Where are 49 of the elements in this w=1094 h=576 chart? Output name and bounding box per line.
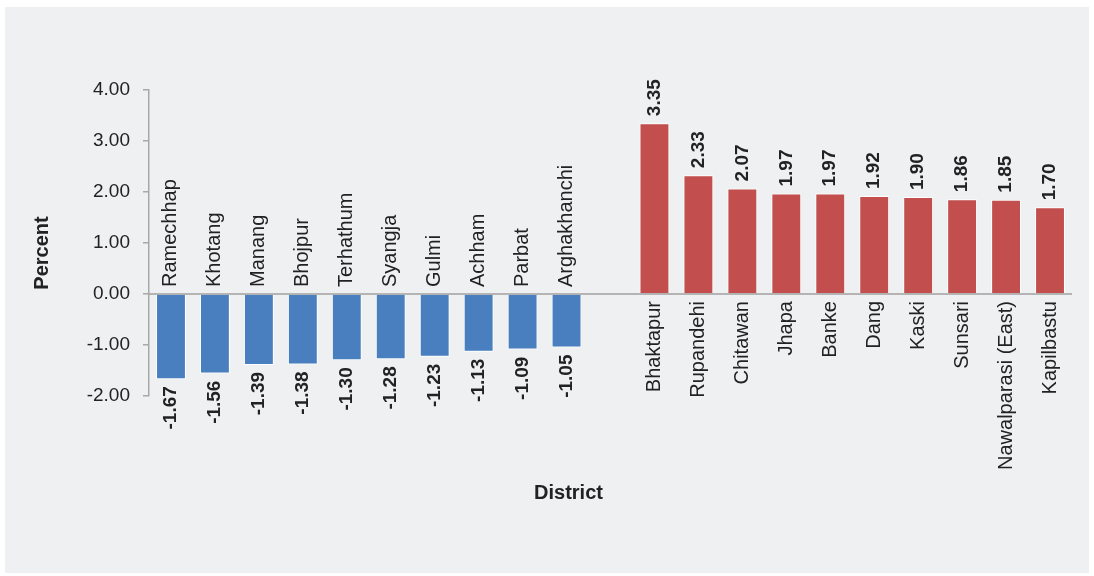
x-tick-label: Kapilbastu: [1037, 301, 1060, 395]
data-label: -1.13: [466, 358, 488, 402]
y-tick-label: 2.00: [93, 180, 130, 202]
x-tick-label: Rupandehi: [685, 301, 708, 398]
y-tick-label: -2.00: [86, 384, 130, 406]
data-label: 1.85: [994, 155, 1016, 193]
x-tick-label: Achham: [466, 213, 489, 287]
y-tick-label: -1.00: [86, 333, 130, 355]
data-label: 1.97: [818, 149, 840, 187]
data-label: -1.30: [335, 367, 357, 411]
x-tick-label: Arghakhanchi: [554, 164, 577, 287]
x-tick-label: Chitawan: [729, 301, 752, 385]
data-label: 1.86: [950, 155, 972, 193]
data-label: 1.97: [774, 149, 796, 187]
y-tick-label: 4.00: [93, 78, 130, 100]
x-tick-label: Bhojpur: [290, 217, 313, 287]
data-label: 2.07: [730, 144, 752, 182]
data-label: 1.90: [906, 153, 928, 191]
y-tick-label: 0.00: [93, 282, 130, 304]
data-label: 2.33: [686, 131, 708, 169]
data-label: -1.23: [422, 363, 444, 408]
x-tick-label: Sunsari: [949, 301, 972, 369]
x-axis-title: District: [534, 480, 604, 503]
y-axis-title: Percent: [29, 215, 52, 290]
x-tick-label: Jhapa: [773, 300, 796, 356]
x-tick-label: Bhaktapur: [641, 300, 664, 393]
data-label: -1.05: [554, 354, 576, 398]
data-label: 1.70: [1038, 163, 1060, 201]
data-label: -1.38: [291, 371, 313, 415]
x-tick-label: Banke: [817, 301, 840, 358]
data-label: 1.92: [862, 152, 884, 190]
x-tick-label: Nawalparasi (East): [993, 301, 1016, 470]
x-tick-label: Gulmi: [422, 234, 445, 287]
data-label: 3.35: [642, 78, 664, 117]
x-tick-label: Terhathum: [334, 192, 357, 287]
x-tick-label: Manang: [246, 214, 269, 287]
x-tick-label: Kaski: [905, 301, 928, 350]
y-tick-label: 1.00: [93, 231, 130, 253]
x-tick-label: Parbat: [510, 227, 533, 287]
x-tick-label: Khotang: [202, 212, 225, 287]
data-label: -1.28: [378, 366, 400, 410]
data-label: -1.39: [247, 371, 269, 416]
x-tick-label: Ramechhap: [158, 179, 181, 287]
data-label: -1.09: [510, 356, 532, 400]
y-tick-label: 3.00: [93, 129, 130, 151]
data-label: -1.56: [203, 380, 225, 424]
x-tick-label: Dang: [861, 301, 884, 349]
data-label: -1.67: [159, 386, 181, 430]
x-tick-label: Syangja: [378, 213, 401, 287]
